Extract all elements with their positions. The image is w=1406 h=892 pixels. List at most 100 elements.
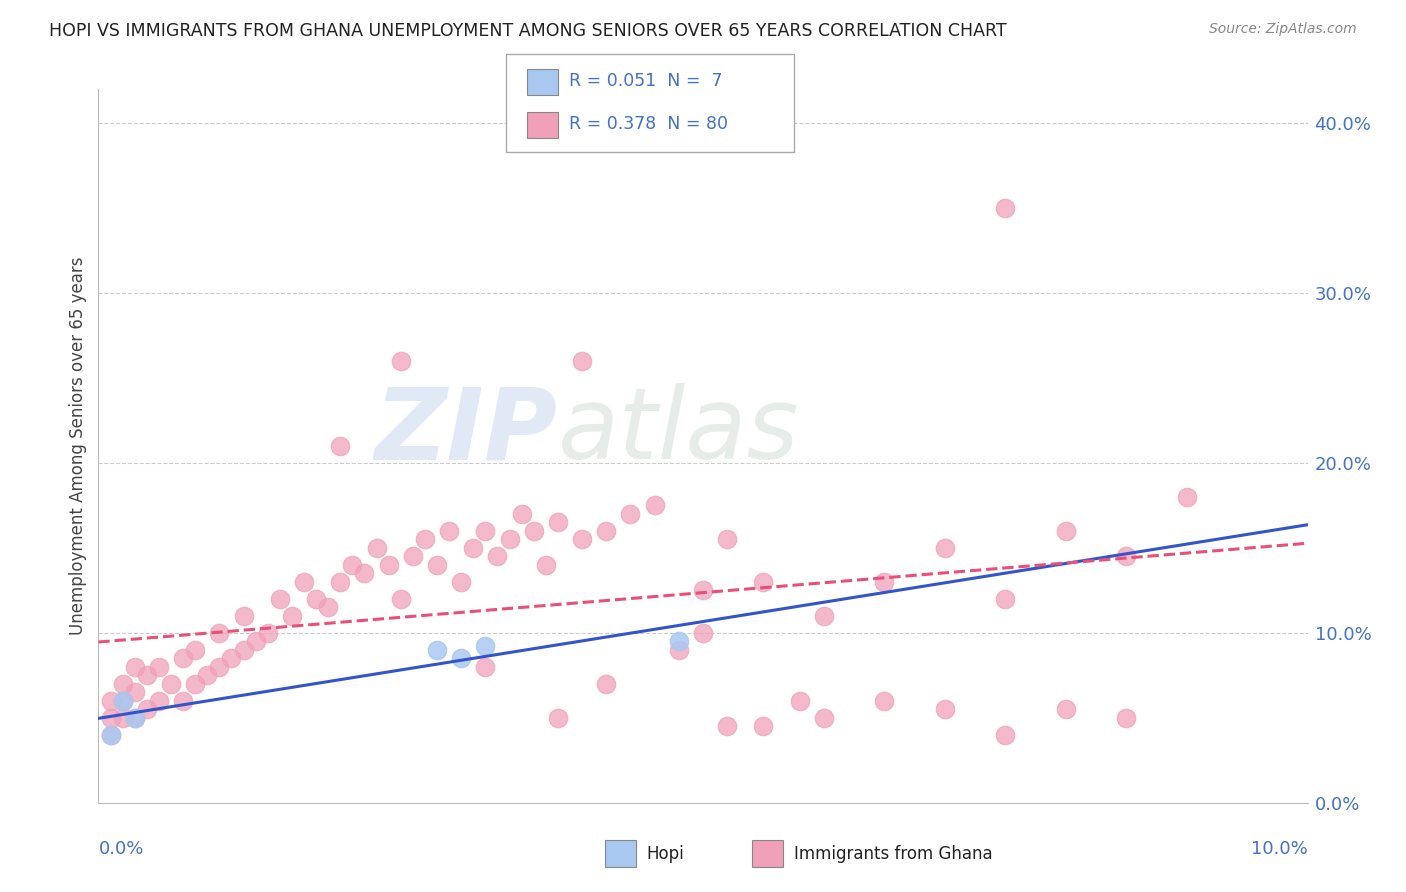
Point	[184, 643, 207, 657]
Point	[329, 574, 352, 589]
Point	[413, 533, 436, 547]
Point	[463, 541, 485, 555]
Point	[232, 643, 254, 657]
Point	[172, 651, 194, 665]
Point	[571, 354, 593, 368]
Point	[148, 660, 170, 674]
Point	[100, 711, 122, 725]
Point	[256, 626, 278, 640]
Point	[716, 533, 738, 547]
Text: Source: ZipAtlas.com: Source: ZipAtlas.com	[1209, 22, 1357, 37]
Text: Immigrants from Ghana: Immigrants from Ghana	[794, 845, 993, 863]
Point	[523, 524, 546, 538]
Point	[329, 439, 352, 453]
Point	[619, 507, 641, 521]
Point	[269, 591, 291, 606]
Point	[994, 728, 1017, 742]
Point	[208, 660, 231, 674]
Point	[692, 626, 714, 640]
Point	[111, 711, 134, 725]
Point	[450, 574, 472, 589]
Point	[534, 558, 557, 572]
Point	[208, 626, 231, 640]
Point	[389, 591, 412, 606]
Y-axis label: Unemployment Among Seniors over 65 years: Unemployment Among Seniors over 65 years	[69, 257, 87, 635]
Point	[486, 549, 509, 564]
Point	[994, 201, 1017, 215]
Point	[510, 507, 533, 521]
Text: 0.0%: 0.0%	[98, 840, 143, 858]
Point	[1175, 490, 1198, 504]
Text: R = 0.378  N = 80: R = 0.378 N = 80	[569, 115, 728, 133]
Point	[389, 354, 412, 368]
Point	[789, 694, 811, 708]
Point	[474, 660, 496, 674]
Text: Hopi: Hopi	[647, 845, 685, 863]
Text: HOPI VS IMMIGRANTS FROM GHANA UNEMPLOYMENT AMONG SENIORS OVER 65 YEARS CORRELATI: HOPI VS IMMIGRANTS FROM GHANA UNEMPLOYME…	[49, 22, 1007, 40]
Point	[474, 640, 496, 654]
Point	[668, 643, 690, 657]
Point	[994, 591, 1017, 606]
Point	[402, 549, 425, 564]
Point	[813, 711, 835, 725]
Point	[124, 711, 146, 725]
Point	[498, 533, 520, 547]
Point	[668, 634, 690, 648]
Point	[547, 711, 569, 725]
Point	[305, 591, 328, 606]
Text: atlas: atlas	[558, 384, 800, 480]
Point	[1054, 524, 1077, 538]
Text: ZIP: ZIP	[375, 384, 558, 480]
Point	[172, 694, 194, 708]
Point	[644, 499, 666, 513]
Point	[135, 702, 157, 716]
Point	[124, 685, 146, 699]
Point	[873, 574, 896, 589]
Text: 10.0%: 10.0%	[1251, 840, 1308, 858]
Point	[100, 728, 122, 742]
Point	[595, 524, 617, 538]
Point	[1115, 549, 1137, 564]
Point	[934, 541, 956, 555]
Point	[595, 677, 617, 691]
Point	[245, 634, 267, 648]
Point	[1115, 711, 1137, 725]
Point	[377, 558, 399, 572]
Point	[124, 660, 146, 674]
Point	[716, 719, 738, 733]
Point	[292, 574, 315, 589]
Point	[100, 694, 122, 708]
Point	[450, 651, 472, 665]
Point	[148, 694, 170, 708]
Point	[281, 608, 304, 623]
Point	[571, 533, 593, 547]
Point	[124, 711, 146, 725]
Point	[111, 677, 134, 691]
Point	[316, 600, 339, 615]
Point	[752, 574, 775, 589]
Point	[353, 566, 375, 581]
Point	[813, 608, 835, 623]
Point	[195, 668, 218, 682]
Point	[111, 694, 134, 708]
Point	[135, 668, 157, 682]
Point	[426, 643, 449, 657]
Point	[426, 558, 449, 572]
Point	[873, 694, 896, 708]
Point	[437, 524, 460, 538]
Point	[100, 728, 122, 742]
Point	[474, 524, 496, 538]
Point	[752, 719, 775, 733]
Point	[366, 541, 388, 555]
Point	[232, 608, 254, 623]
Point	[692, 583, 714, 598]
Point	[111, 694, 134, 708]
Point	[342, 558, 364, 572]
Text: R = 0.051  N =  7: R = 0.051 N = 7	[569, 72, 723, 90]
Point	[547, 516, 569, 530]
Point	[1054, 702, 1077, 716]
Point	[184, 677, 207, 691]
Point	[934, 702, 956, 716]
Point	[221, 651, 243, 665]
Point	[160, 677, 183, 691]
